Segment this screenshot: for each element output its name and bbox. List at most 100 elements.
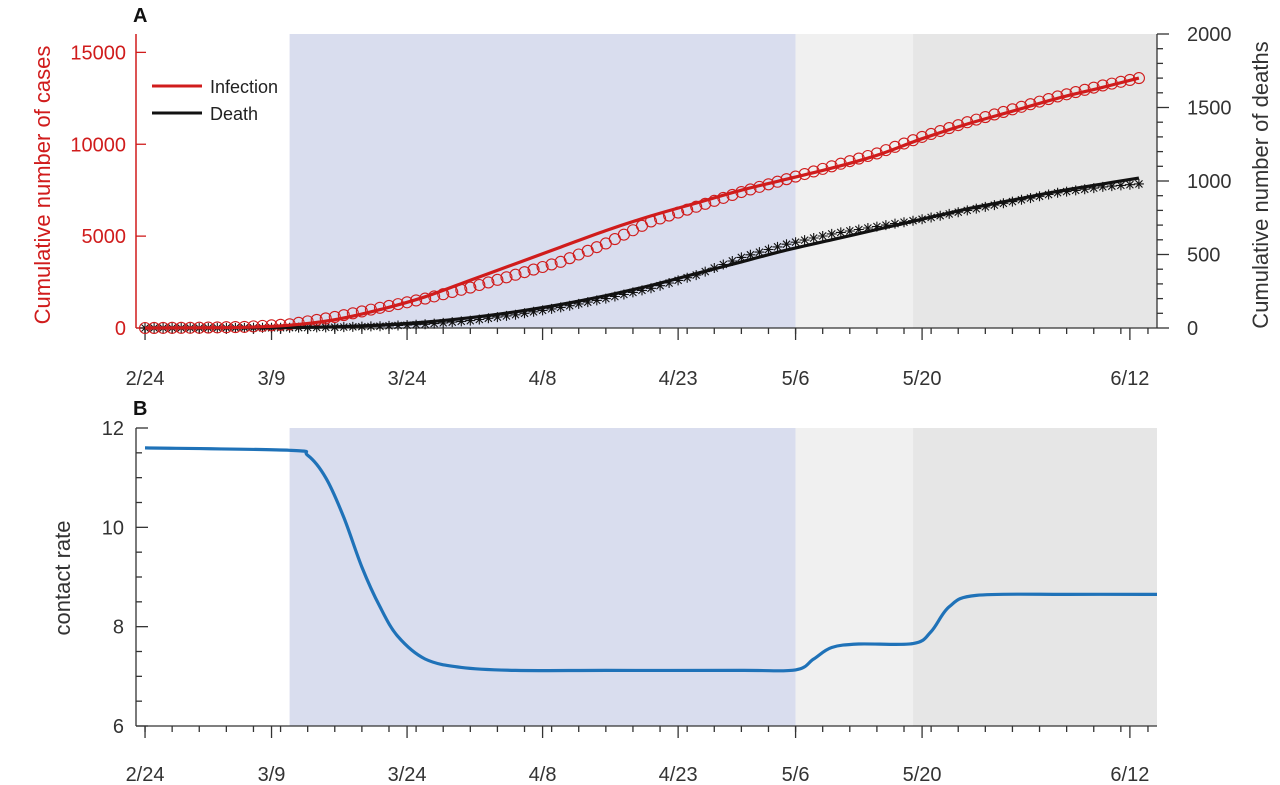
x-tick-label: 6/12 (1110, 764, 1149, 785)
death-marker (1115, 180, 1126, 191)
infection-marker (545, 258, 558, 271)
death-marker (673, 275, 684, 286)
death-marker (591, 295, 602, 306)
x-tick-label: 6/12 (1110, 368, 1149, 390)
y-tick-label-cases: 10000 (70, 134, 126, 156)
death-marker (474, 314, 485, 325)
shaded-region (289, 428, 796, 726)
x-tick-label: 4/8 (529, 368, 557, 390)
death-marker (646, 283, 656, 294)
x-tick-label: 2/24 (126, 368, 165, 390)
infection-marker (536, 260, 549, 274)
x-tick-label: 2/24 (126, 764, 165, 785)
infection-marker (500, 271, 513, 284)
y-tick-label-cases: 0 (115, 318, 126, 340)
death-marker (655, 280, 666, 291)
shaded-regions-a (289, 34, 1157, 328)
death-marker (772, 241, 783, 252)
infection-marker (319, 312, 332, 325)
death-marker (420, 319, 431, 330)
x-tick-label: 3/24 (388, 368, 427, 390)
y-tick-label-contact: 10 (102, 517, 124, 539)
infection-marker (473, 278, 486, 292)
death-marker (537, 305, 548, 316)
y-tick-label-contact: 8 (113, 617, 124, 639)
death-marker (402, 320, 413, 331)
legend-death-label: Death (210, 104, 258, 124)
death-marker (781, 239, 792, 250)
death-marker (637, 285, 647, 296)
x-tick-label: 5/6 (782, 764, 810, 785)
death-marker (745, 249, 756, 260)
axes-b: 2/24 3/9 3/24 4/8 4/23 5/6 5/20 6/12 6 8 10 12 (102, 418, 1157, 785)
x-tick-label: 4/23 (659, 368, 698, 390)
death-marker (664, 278, 675, 288)
series-b (144, 446, 1158, 673)
infection-marker (328, 310, 341, 324)
panel-label-a: A (133, 5, 147, 27)
infection-marker (509, 268, 522, 281)
infection-marker (437, 288, 450, 301)
death-marker (1133, 178, 1144, 189)
death-marker (411, 319, 422, 330)
death-marker (1070, 185, 1081, 196)
x-tick-label: 3/24 (388, 764, 427, 785)
shaded-region (795, 34, 914, 328)
x-tick-label: 5/6 (782, 368, 810, 390)
death-marker (600, 293, 611, 304)
contact-rate-line (144, 446, 1158, 673)
death-marker (880, 220, 891, 231)
death-marker (817, 231, 828, 241)
death-marker (465, 315, 476, 326)
death-marker (456, 316, 467, 327)
death-fit-line (145, 176, 1140, 330)
death-marker (1097, 181, 1108, 192)
infection-marker (699, 197, 712, 210)
death-marker (447, 317, 458, 328)
death-marker (871, 221, 882, 232)
y-tick-label-contact: 6 (113, 716, 124, 738)
infection-marker (527, 263, 540, 276)
y-tick-label-contact: 12 (102, 418, 124, 440)
y-tick-label-deaths: 500 (1187, 245, 1220, 267)
infection-marker (482, 276, 495, 289)
death-marker (890, 218, 900, 229)
x-tick-label: 5/20 (903, 368, 942, 390)
death-marker (555, 302, 566, 313)
y-tick-label-deaths: 1500 (1187, 98, 1232, 120)
death-marker (1088, 183, 1099, 194)
death-marker (501, 310, 512, 321)
death-marker (736, 252, 747, 263)
y-tick-label-cases: 15000 (70, 42, 126, 64)
infection-marker (337, 309, 350, 322)
shaded-region (795, 428, 914, 726)
legend-infection-label: Infection (210, 77, 278, 97)
death-marker (835, 227, 846, 238)
infection-marker (491, 273, 504, 286)
death-marker (564, 300, 575, 311)
death-marker (492, 312, 503, 323)
x-tick-label: 4/8 (529, 764, 557, 785)
death-marker (844, 226, 855, 236)
legend: Infection Death (152, 77, 278, 124)
death-marker (483, 313, 494, 324)
series-a (138, 72, 1145, 335)
death-marker (573, 298, 584, 309)
panel-label-b: B (133, 398, 147, 420)
death-marker (519, 308, 530, 319)
y-axis-label-cases: Cumulative number of cases (30, 46, 55, 325)
x-tick-label: 5/20 (903, 764, 942, 785)
axes-a: 2/24 3/9 3/24 4/8 4/23 5/6 5/20 6/1205000100001… (70, 24, 1231, 390)
death-marker (799, 235, 810, 246)
y-tick-label-deaths: 2000 (1187, 24, 1232, 46)
x-tick-label: 3/9 (258, 764, 286, 785)
death-marker (826, 228, 837, 239)
death-marker (727, 256, 738, 266)
infection-marker (518, 266, 531, 279)
death-marker (546, 303, 557, 314)
y-tick-label-deaths: 0 (1187, 318, 1198, 340)
x-tick-label: 4/23 (659, 764, 698, 785)
death-marker (438, 317, 449, 328)
death-marker (862, 223, 873, 233)
death-marker (763, 244, 774, 255)
